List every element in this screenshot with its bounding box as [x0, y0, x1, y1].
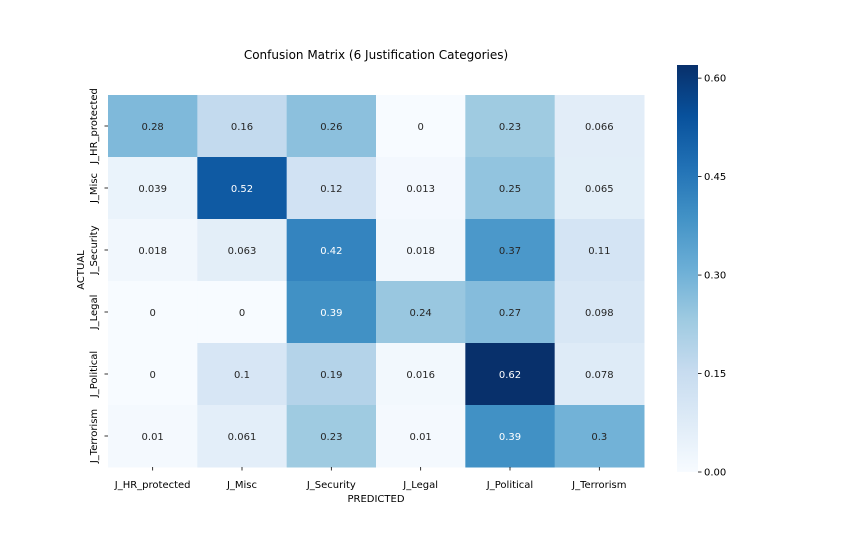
cell-value-label: 0.016	[406, 370, 435, 381]
heatmap-cell	[108, 281, 198, 344]
heatmap-cell	[376, 343, 466, 406]
cell-value-label: 0.27	[499, 308, 521, 319]
x-tick-label: J_HR_protected	[114, 480, 191, 491]
heatmap-cell	[376, 219, 466, 282]
cell-value-label: 0.018	[138, 246, 167, 257]
heatmap-cell	[554, 405, 645, 468]
cell-value-label: 0.52	[231, 184, 253, 195]
cell-value-label: 0.078	[585, 370, 614, 381]
colorbar-tick-label: 0.15	[704, 369, 726, 380]
heatmap-cell	[286, 281, 377, 344]
heatmap-cells: 0.28 0.16 0.26 0 0.23 0.066 0.039 0.52 0.12 0.013…	[108, 95, 645, 468]
cell-value-label: 0.24	[410, 308, 432, 319]
cell-value-label: 0.063	[228, 246, 257, 257]
cell-value-label: 0	[239, 308, 245, 319]
cell-value-label: 0.23	[320, 432, 342, 443]
cell-value-label: 0.42	[320, 246, 342, 257]
cell-value-label: 0.12	[320, 184, 342, 195]
cell-value-label: 0.01	[142, 432, 164, 443]
cell-value-label: 0.01	[410, 432, 432, 443]
x-axis-label: PREDICTED	[347, 494, 404, 505]
heatmap-cell	[108, 95, 198, 158]
heatmap-cell	[108, 343, 198, 406]
x-tick-label: J_Political	[486, 480, 533, 491]
heatmap-cell	[376, 281, 466, 344]
cell-value-label: 0	[417, 122, 423, 133]
y-tick-label: J_HR_protected	[89, 88, 100, 165]
y-axis-label: ACTUAL	[76, 250, 87, 290]
heatmap-cell	[108, 219, 198, 282]
cell-value-label: 0.39	[320, 308, 342, 319]
cell-value-label: 0.19	[320, 370, 342, 381]
x-tick-label: J_Legal	[402, 480, 438, 491]
colorbar-tick-label: 0.30	[704, 271, 726, 282]
cell-value-label: 0.1	[234, 370, 250, 381]
x-tick-label: J_Terrorism	[571, 480, 626, 491]
cell-value-label: 0.066	[585, 122, 614, 133]
heatmap-cell	[286, 343, 377, 406]
cell-value-label: 0.62	[499, 370, 521, 381]
cell-value-label: 0.065	[585, 184, 614, 195]
colorbar-tick-label: 0.45	[704, 172, 726, 183]
cell-value-label: 0.061	[228, 432, 257, 443]
cell-value-label: 0.013	[406, 184, 435, 195]
y-tick-label: J_Political	[89, 351, 100, 398]
heatmap-cell	[197, 281, 288, 344]
x-tick-labels: J_HR_protected J_Misc J_Security J_Legal J_P…	[114, 467, 626, 491]
heatmap-cell	[197, 405, 288, 468]
heatmap-cell	[286, 95, 377, 158]
heatmap-cell	[554, 157, 645, 220]
colorbar	[677, 65, 698, 472]
cell-value-label: 0.28	[142, 122, 164, 133]
heatmap-cell	[465, 157, 556, 220]
heatmap-cell	[197, 219, 288, 282]
y-tick-labels: J_HR_protected J_Misc J_Security J_Legal J_P…	[89, 88, 108, 464]
y-tick-label: J_Security	[89, 225, 100, 275]
heatmap-cell	[376, 157, 466, 220]
heatmap-cell	[465, 219, 556, 282]
cell-value-label: 0.098	[585, 308, 614, 319]
heatmap-cell	[108, 157, 198, 220]
cell-value-label: 0.16	[231, 122, 253, 133]
cell-value-label: 0.23	[499, 122, 521, 133]
cell-value-label: 0.11	[588, 246, 610, 257]
chart-title: Confusion Matrix (6 Justification Catego…	[244, 48, 508, 62]
heatmap-cell	[554, 219, 645, 282]
heatmap-cell	[286, 219, 377, 282]
cell-value-label: 0.3	[591, 432, 607, 443]
cell-value-label: 0.039	[138, 184, 167, 195]
heatmap-cell	[286, 405, 377, 468]
heatmap-cell	[286, 157, 377, 220]
cell-value-label: 0	[149, 308, 155, 319]
heatmap-cell	[197, 95, 288, 158]
heatmap-cell	[376, 405, 466, 468]
colorbar-tick-label: 0.00	[704, 468, 726, 479]
heatmap-cell	[197, 157, 288, 220]
heatmap-cell	[554, 343, 645, 406]
cell-value-label: 0.25	[499, 184, 521, 195]
heatmap-cell	[465, 343, 556, 406]
heatmap-cell	[465, 281, 556, 344]
heatmap-cell	[554, 281, 645, 344]
y-tick-label: J_Terrorism	[89, 409, 100, 464]
heatmap-cell	[465, 95, 556, 158]
colorbar-tick-label: 0.60	[704, 74, 726, 85]
y-tick-label: J_Legal	[89, 295, 100, 331]
x-tick-label: J_Misc	[226, 480, 257, 491]
cell-value-label: 0.39	[499, 432, 521, 443]
cell-value-label: 0.37	[499, 246, 521, 257]
heatmap-cell	[554, 95, 645, 158]
heatmap-cell	[465, 405, 556, 468]
cell-value-label: 0.018	[406, 246, 435, 257]
cell-value-label: 0.26	[320, 122, 342, 133]
heatmap-cell	[376, 95, 466, 158]
heatmap-cell	[197, 343, 288, 406]
colorbar-ticks: 0.00 0.15 0.30 0.45 0.60	[698, 74, 726, 479]
y-tick-label: J_Misc	[89, 173, 100, 204]
heatmap-cell	[108, 405, 198, 468]
x-tick-label: J_Security	[306, 480, 356, 491]
cell-value-label: 0	[149, 370, 155, 381]
